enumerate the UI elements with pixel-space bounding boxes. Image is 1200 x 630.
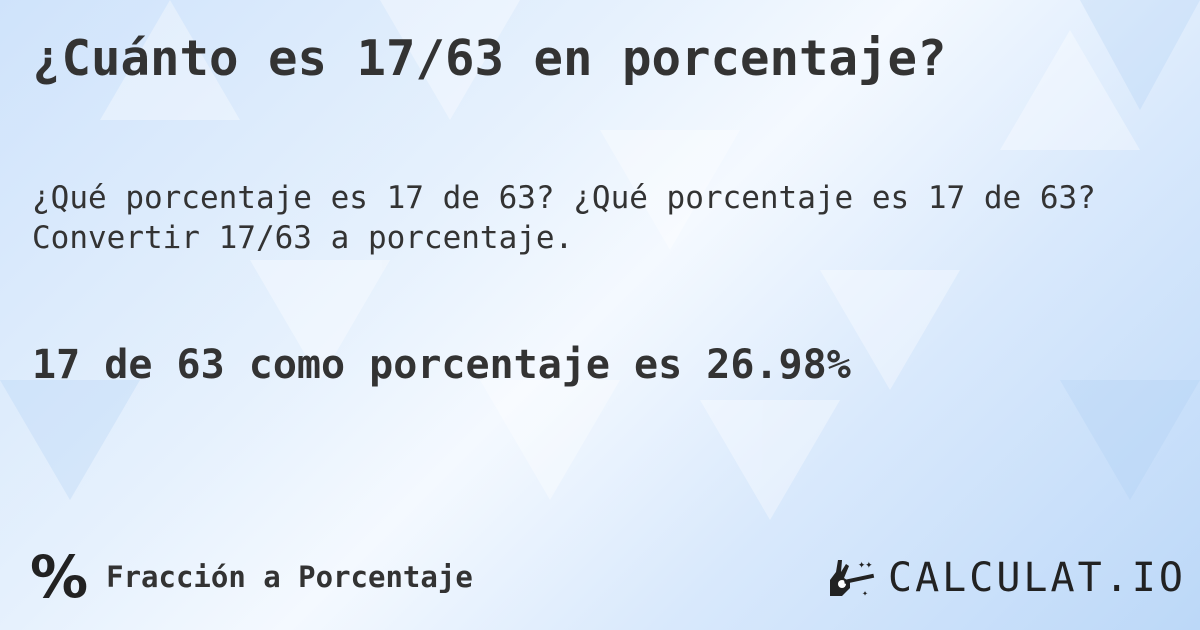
svg-text:✦: ✦ xyxy=(862,588,868,599)
logo: ✦✦ ✦ CALCULAT.IO xyxy=(828,555,1186,601)
magic-hand-icon: ✦✦ ✦ xyxy=(830,557,875,599)
result-text: 17 de 63 como porcentaje es 26.98% xyxy=(32,342,851,388)
logo-text: CALCULAT.IO xyxy=(888,555,1186,601)
percent-icon: % xyxy=(30,543,89,611)
subtitle: ¿Qué porcentaje es 17 de 63? ¿Qué porcen… xyxy=(32,180,1096,256)
category-label: Fracción a Porcentaje xyxy=(106,560,473,594)
category: % Fracción a Porcentaje xyxy=(30,548,473,606)
page-title: ¿Cuánto es 17/63 en porcentaje? xyxy=(32,30,947,87)
svg-text:✦✦: ✦✦ xyxy=(858,557,872,571)
